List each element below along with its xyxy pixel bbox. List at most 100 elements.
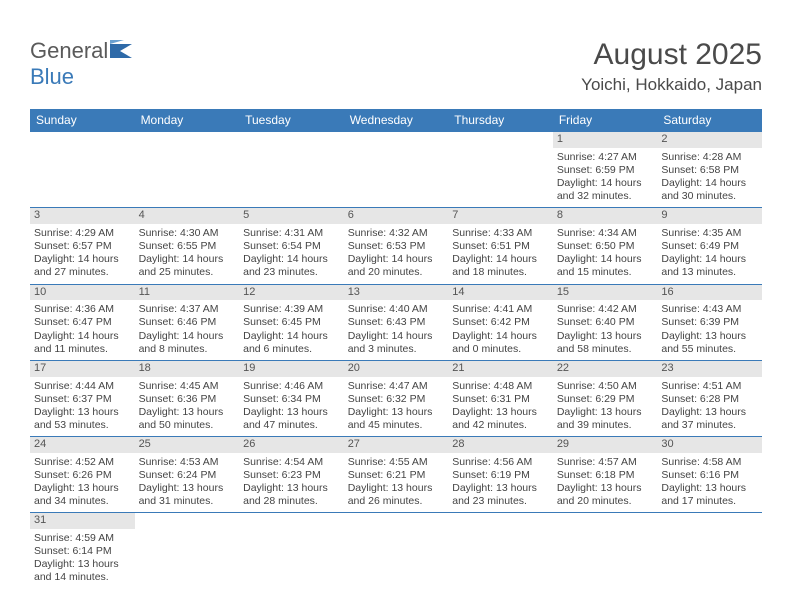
calendar-table: Sunday Monday Tuesday Wednesday Thursday…: [30, 109, 762, 589]
calendar-cell: [448, 513, 553, 589]
day-number: 27: [344, 437, 449, 453]
day-number: 11: [135, 285, 240, 301]
weekday-header: Saturday: [657, 109, 762, 132]
calendar-cell: [448, 132, 553, 208]
day-info: Sunrise: 4:35 AMSunset: 6:49 PMDaylight:…: [661, 226, 758, 280]
day-number: 10: [30, 285, 135, 301]
calendar-cell: 8Sunrise: 4:34 AMSunset: 6:50 PMDaylight…: [553, 208, 658, 284]
day-info: Sunrise: 4:54 AMSunset: 6:23 PMDaylight:…: [243, 455, 340, 509]
day-info: Sunrise: 4:56 AMSunset: 6:19 PMDaylight:…: [452, 455, 549, 509]
day-info: Sunrise: 4:55 AMSunset: 6:21 PMDaylight:…: [348, 455, 445, 509]
day-number: 2: [657, 132, 762, 148]
calendar-cell: 10Sunrise: 4:36 AMSunset: 6:47 PMDayligh…: [30, 284, 135, 360]
calendar-cell: 16Sunrise: 4:43 AMSunset: 6:39 PMDayligh…: [657, 284, 762, 360]
calendar-row: 10Sunrise: 4:36 AMSunset: 6:47 PMDayligh…: [30, 284, 762, 360]
day-info: Sunrise: 4:43 AMSunset: 6:39 PMDaylight:…: [661, 302, 758, 356]
weekday-header: Sunday: [30, 109, 135, 132]
day-info: Sunrise: 4:52 AMSunset: 6:26 PMDaylight:…: [34, 455, 131, 509]
day-number: 20: [344, 361, 449, 377]
calendar-cell: 29Sunrise: 4:57 AMSunset: 6:18 PMDayligh…: [553, 437, 658, 513]
calendar-cell: 12Sunrise: 4:39 AMSunset: 6:45 PMDayligh…: [239, 284, 344, 360]
calendar-cell: 28 Sunrise: 4:56 AMSunset: 6:19 PMDayligh…: [448, 437, 553, 513]
month-title: August 2025: [581, 38, 762, 71]
calendar-cell: 17 Sunrise: 4:44 AMSunset: 6:37 PMDayligh…: [30, 360, 135, 436]
day-number: 26: [239, 437, 344, 453]
day-number: 4: [135, 208, 240, 224]
calendar-cell: 9Sunrise: 4:35 AMSunset: 6:49 PMDaylight…: [657, 208, 762, 284]
day-info: Sunrise: 4:33 AMSunset: 6:51 PMDaylight:…: [452, 226, 549, 280]
calendar-cell: 2 Sunrise: 4:28 AMSunset: 6:58 PMDaylight…: [657, 132, 762, 208]
day-number: 28: [448, 437, 553, 453]
calendar-cell: [344, 132, 449, 208]
calendar-cell: [30, 132, 135, 208]
weekday-header: Tuesday: [239, 109, 344, 132]
calendar-cell: 13Sunrise: 4:40 AMSunset: 6:43 PMDayligh…: [344, 284, 449, 360]
calendar-cell: 30Sunrise: 4:58 AMSunset: 6:16 PMDayligh…: [657, 437, 762, 513]
day-info: Sunrise: 4:28 AMSunset: 6:58 PMDaylight:…: [661, 150, 758, 204]
weekday-header: Wednesday: [344, 109, 449, 132]
calendar-cell: 7 Sunrise: 4:33 AMSunset: 6:51 PMDaylight…: [448, 208, 553, 284]
header: General August 2025 Yoichi, Hokkaido, Ja…: [30, 38, 762, 95]
day-info: Sunrise: 4:36 AMSunset: 6:47 PMDaylight:…: [34, 302, 131, 356]
day-number: 7: [448, 208, 553, 224]
day-number: 3: [30, 208, 135, 224]
calendar-cell: [344, 513, 449, 589]
day-info: Sunrise: 4:31 AMSunset: 6:54 PMDaylight:…: [243, 226, 340, 280]
logo-text-2: Blue: [30, 64, 74, 90]
day-info: Sunrise: 4:41 AMSunset: 6:42 PMDaylight:…: [452, 302, 549, 356]
calendar-row: 3 Sunrise: 4:29 AMSunset: 6:57 PMDaylight…: [30, 208, 762, 284]
day-number: 17: [30, 361, 135, 377]
calendar-cell: 22Sunrise: 4:50 AMSunset: 6:29 PMDayligh…: [553, 360, 658, 436]
calendar-cell: 26 Sunrise: 4:54 AMSunset: 6:23 PMDayligh…: [239, 437, 344, 513]
title-block: August 2025 Yoichi, Hokkaido, Japan: [581, 38, 762, 95]
day-info: Sunrise: 4:37 AMSunset: 6:46 PMDaylight:…: [139, 302, 236, 356]
calendar-cell: [239, 132, 344, 208]
day-number: 12: [239, 285, 344, 301]
day-info: Sunrise: 4:34 AMSunset: 6:50 PMDaylight:…: [557, 226, 654, 280]
weekday-header-row: Sunday Monday Tuesday Wednesday Thursday…: [30, 109, 762, 132]
day-info: Sunrise: 4:40 AMSunset: 6:43 PMDaylight:…: [348, 302, 445, 356]
day-number: 14: [448, 285, 553, 301]
day-info: Sunrise: 4:45 AMSunset: 6:36 PMDaylight:…: [139, 379, 236, 433]
day-info: Sunrise: 4:44 AMSunset: 6:37 PMDaylight:…: [34, 379, 131, 433]
day-number: 29: [553, 437, 658, 453]
day-info: Sunrise: 4:53 AMSunset: 6:24 PMDaylight:…: [139, 455, 236, 509]
day-info: Sunrise: 4:30 AMSunset: 6:55 PMDaylight:…: [139, 226, 236, 280]
day-number: 18: [135, 361, 240, 377]
logo-flag-icon: [110, 40, 138, 58]
calendar-cell: [239, 513, 344, 589]
day-number: 1: [553, 132, 658, 148]
day-number: 13: [344, 285, 449, 301]
calendar-cell: [657, 513, 762, 589]
day-info: Sunrise: 4:27 AMSunset: 6:59 PMDaylight:…: [557, 150, 654, 204]
day-info: Sunrise: 4:47 AMSunset: 6:32 PMDaylight:…: [348, 379, 445, 433]
calendar-cell: 25 Sunrise: 4:53 AMSunset: 6:24 PMDayligh…: [135, 437, 240, 513]
day-number: 19: [239, 361, 344, 377]
calendar-cell: 6Sunrise: 4:32 AMSunset: 6:53 PMDaylight…: [344, 208, 449, 284]
calendar-cell: [135, 132, 240, 208]
day-info: Sunrise: 4:50 AMSunset: 6:29 PMDaylight:…: [557, 379, 654, 433]
calendar-cell: [553, 513, 658, 589]
day-number: 21: [448, 361, 553, 377]
day-info: Sunrise: 4:46 AMSunset: 6:34 PMDaylight:…: [243, 379, 340, 433]
calendar-cell: 31 Sunrise: 4:59 AMSunset: 6:14 PMDayligh…: [30, 513, 135, 589]
day-number: 25: [135, 437, 240, 453]
calendar-cell: 3 Sunrise: 4:29 AMSunset: 6:57 PMDaylight…: [30, 208, 135, 284]
day-info: Sunrise: 4:42 AMSunset: 6:40 PMDaylight:…: [557, 302, 654, 356]
calendar-cell: 11Sunrise: 4:37 AMSunset: 6:46 PMDayligh…: [135, 284, 240, 360]
day-number: 15: [553, 285, 658, 301]
day-info: Sunrise: 4:29 AMSunset: 6:57 PMDaylight:…: [34, 226, 131, 280]
day-info: Sunrise: 4:59 AMSunset: 6:14 PMDaylight:…: [34, 531, 131, 585]
calendar-cell: 18 Sunrise: 4:45 AMSunset: 6:36 PMDayligh…: [135, 360, 240, 436]
day-info: Sunrise: 4:39 AMSunset: 6:45 PMDaylight:…: [243, 302, 340, 356]
calendar-row: 31 Sunrise: 4:59 AMSunset: 6:14 PMDayligh…: [30, 513, 762, 589]
day-number: 31: [30, 513, 135, 529]
calendar-cell: 24 Sunrise: 4:52 AMSunset: 6:26 PMDayligh…: [30, 437, 135, 513]
day-number: 24: [30, 437, 135, 453]
day-info: Sunrise: 4:51 AMSunset: 6:28 PMDaylight:…: [661, 379, 758, 433]
day-number: 16: [657, 285, 762, 301]
calendar-cell: 14Sunrise: 4:41 AMSunset: 6:42 PMDayligh…: [448, 284, 553, 360]
calendar-cell: 21Sunrise: 4:48 AMSunset: 6:31 PMDayligh…: [448, 360, 553, 436]
calendar-cell: 23Sunrise: 4:51 AMSunset: 6:28 PMDayligh…: [657, 360, 762, 436]
calendar-cell: 20 Sunrise: 4:47 AMSunset: 6:32 PMDayligh…: [344, 360, 449, 436]
